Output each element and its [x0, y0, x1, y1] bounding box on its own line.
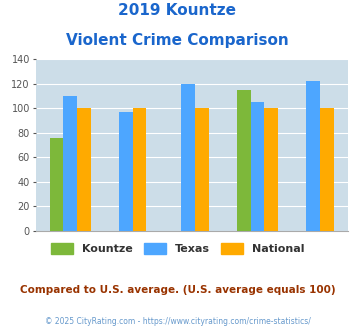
Bar: [181, 84, 195, 231]
Bar: [119, 112, 133, 231]
Bar: [320, 109, 334, 231]
Bar: [195, 109, 209, 231]
Bar: [306, 82, 320, 231]
Bar: [133, 109, 147, 231]
Text: Violent Crime Comparison: Violent Crime Comparison: [66, 33, 289, 48]
Text: © 2025 CityRating.com - https://www.cityrating.com/crime-statistics/: © 2025 CityRating.com - https://www.city…: [45, 317, 310, 326]
Text: Compared to U.S. average. (U.S. average equals 100): Compared to U.S. average. (U.S. average …: [20, 285, 335, 295]
Bar: [50, 138, 64, 231]
Bar: [77, 109, 91, 231]
Bar: [264, 109, 278, 231]
Text: 2019 Kountze: 2019 Kountze: [119, 3, 236, 18]
Bar: [64, 96, 77, 231]
Bar: [237, 90, 251, 231]
Bar: [251, 102, 264, 231]
Legend: Kountze, Texas, National: Kountze, Texas, National: [46, 238, 309, 258]
